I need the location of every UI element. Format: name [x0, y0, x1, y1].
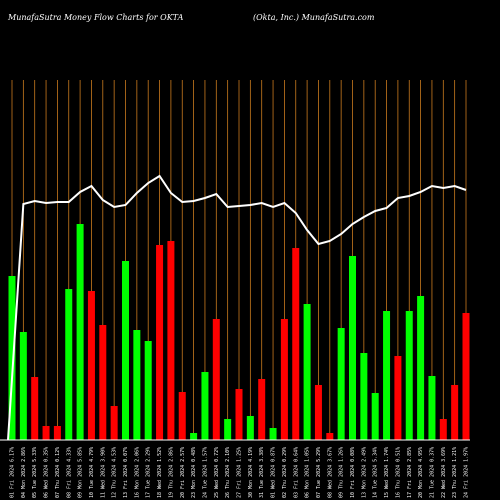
x-tick-label: 17 Fri 2024 2.85%	[407, 447, 413, 498]
x-tick-label: 27 Fri 2024 1.25%	[237, 447, 243, 498]
bar	[246, 416, 254, 440]
bar	[269, 428, 277, 440]
x-tick-label: 18 Wed 2024 1.52%	[157, 447, 163, 498]
bar	[167, 241, 175, 440]
chart-title: MunafaSutra Money Flow Charts for OKTA	[7, 13, 184, 22]
x-tick-label: 16 Thu 2024 0.51%	[395, 447, 401, 498]
bar	[428, 376, 436, 440]
x-tick-label: 26 Thu 2024 2.10%	[225, 447, 231, 498]
x-tick-label: 01 Wed 2024 0.87%	[271, 447, 277, 498]
bar	[224, 419, 232, 440]
x-tick-label: 06 Mon 2024 1.05%	[305, 447, 311, 498]
bar	[212, 319, 220, 440]
bar	[371, 393, 379, 440]
bar	[235, 389, 243, 440]
x-tick-label: 05 Tue 2024 5.33%	[32, 447, 38, 498]
money-flow-bars	[8, 224, 470, 440]
bar	[156, 245, 164, 440]
bar	[190, 433, 198, 440]
x-tick-label: 04 Mon 2024 2.86%	[21, 447, 27, 498]
bar	[417, 296, 425, 440]
bar	[394, 356, 402, 440]
x-tick-label: 20 Mon 2024 4.95%	[418, 447, 424, 498]
bar	[8, 276, 16, 440]
bar	[122, 261, 129, 440]
x-tick-label: 07 Tue 2024 5.29%	[316, 447, 322, 498]
x-tick-label: 24 Tue 2024 1.57%	[202, 447, 208, 498]
bar	[280, 319, 288, 440]
bar	[201, 372, 209, 440]
bar	[110, 406, 118, 440]
bar	[462, 313, 470, 440]
bar	[383, 311, 391, 440]
x-tick-label: 19 Thu 2024 2.86%	[168, 447, 174, 498]
bar	[19, 332, 27, 440]
x-tick-label: 08 Wed 2024 3.67%	[327, 447, 333, 498]
bar	[65, 289, 73, 440]
x-tick-label: 21 Tue 2024 0.37%	[429, 447, 435, 498]
x-tick-label: 09 Thu 2024 1.26%	[339, 447, 345, 498]
bar	[87, 291, 95, 440]
bar	[337, 328, 345, 440]
bar	[405, 311, 413, 440]
bar	[439, 419, 447, 440]
x-tick-label: 08 Fri 2024 4.33%	[66, 447, 72, 498]
bar	[314, 385, 322, 440]
x-tick-label: 03 Fri 2024 0.64%	[293, 447, 299, 498]
x-tick-label: 01 Fri 2024 6.17%	[10, 447, 16, 498]
x-tick-label: 13 Fri 2024 0.07%	[123, 447, 129, 498]
x-tick-label: 06 Wed 2024 0.35%	[44, 447, 50, 498]
money-flow-line	[7, 174, 467, 441]
bar	[144, 341, 152, 440]
x-tick-label: 30 Mon 2024 4.19%	[248, 447, 254, 498]
x-tick-label: 07 Thu 2024 0.12%	[55, 447, 61, 498]
x-tick-label: 23 Thu 2024 1.21%	[452, 447, 458, 498]
x-tick-label: 10 Fri 2024 0.08%	[350, 447, 356, 498]
x-tick-label: 23 Mon 2024 0.48%	[191, 447, 197, 498]
bar	[178, 392, 186, 440]
bar	[258, 379, 266, 440]
x-tick-label: 12 Thu 2024 4.53%	[112, 447, 118, 498]
x-tick-label: 02 Thu 2024 0.29%	[282, 447, 288, 498]
bar	[326, 433, 334, 440]
bar	[31, 377, 39, 440]
x-tick-label: 11 Wed 2024 3.90%	[100, 447, 106, 498]
bar	[99, 325, 107, 440]
x-tick-label: 17 Tue 2024 2.29%	[146, 447, 152, 498]
chart-subtitle: (Okta, Inc.) MunafaSutra.com	[253, 13, 375, 22]
x-tick-label: 14 Tue 2024 5.34%	[373, 447, 379, 498]
bar	[42, 426, 50, 440]
bar	[349, 256, 356, 440]
x-axis-labels: 01 Fri 2024 6.17% 04 Mon 2024 2.86% 05 Tue…	[10, 447, 470, 498]
bar	[292, 248, 300, 440]
x-tick-label: 20 Fri 2024 2.57%	[180, 447, 186, 498]
bar	[53, 426, 61, 440]
x-tick-label: 16 Mon 2024 2.06%	[134, 447, 140, 498]
bar	[133, 330, 141, 440]
bar	[76, 224, 84, 440]
x-tick-label: 10 Tue 2024 4.79%	[89, 447, 95, 498]
bar	[360, 353, 368, 440]
bar	[303, 304, 311, 440]
x-tick-label: 25 Wed 2024 0.72%	[214, 447, 220, 498]
bar	[451, 385, 459, 440]
x-tick-label: 22 Wed 2024 3.69%	[441, 447, 447, 498]
x-tick-label: 13 Mon 2024 2.49%	[361, 447, 367, 498]
x-tick-label: 15 Wed 2024 1.74%	[384, 447, 390, 498]
x-tick-label: 31 Tue 2024 3.38%	[259, 447, 265, 498]
x-tick-label: 24 Fri 2024 1.97%	[464, 447, 470, 498]
x-tick-label: 09 Mon 2024 5.85%	[78, 447, 84, 498]
